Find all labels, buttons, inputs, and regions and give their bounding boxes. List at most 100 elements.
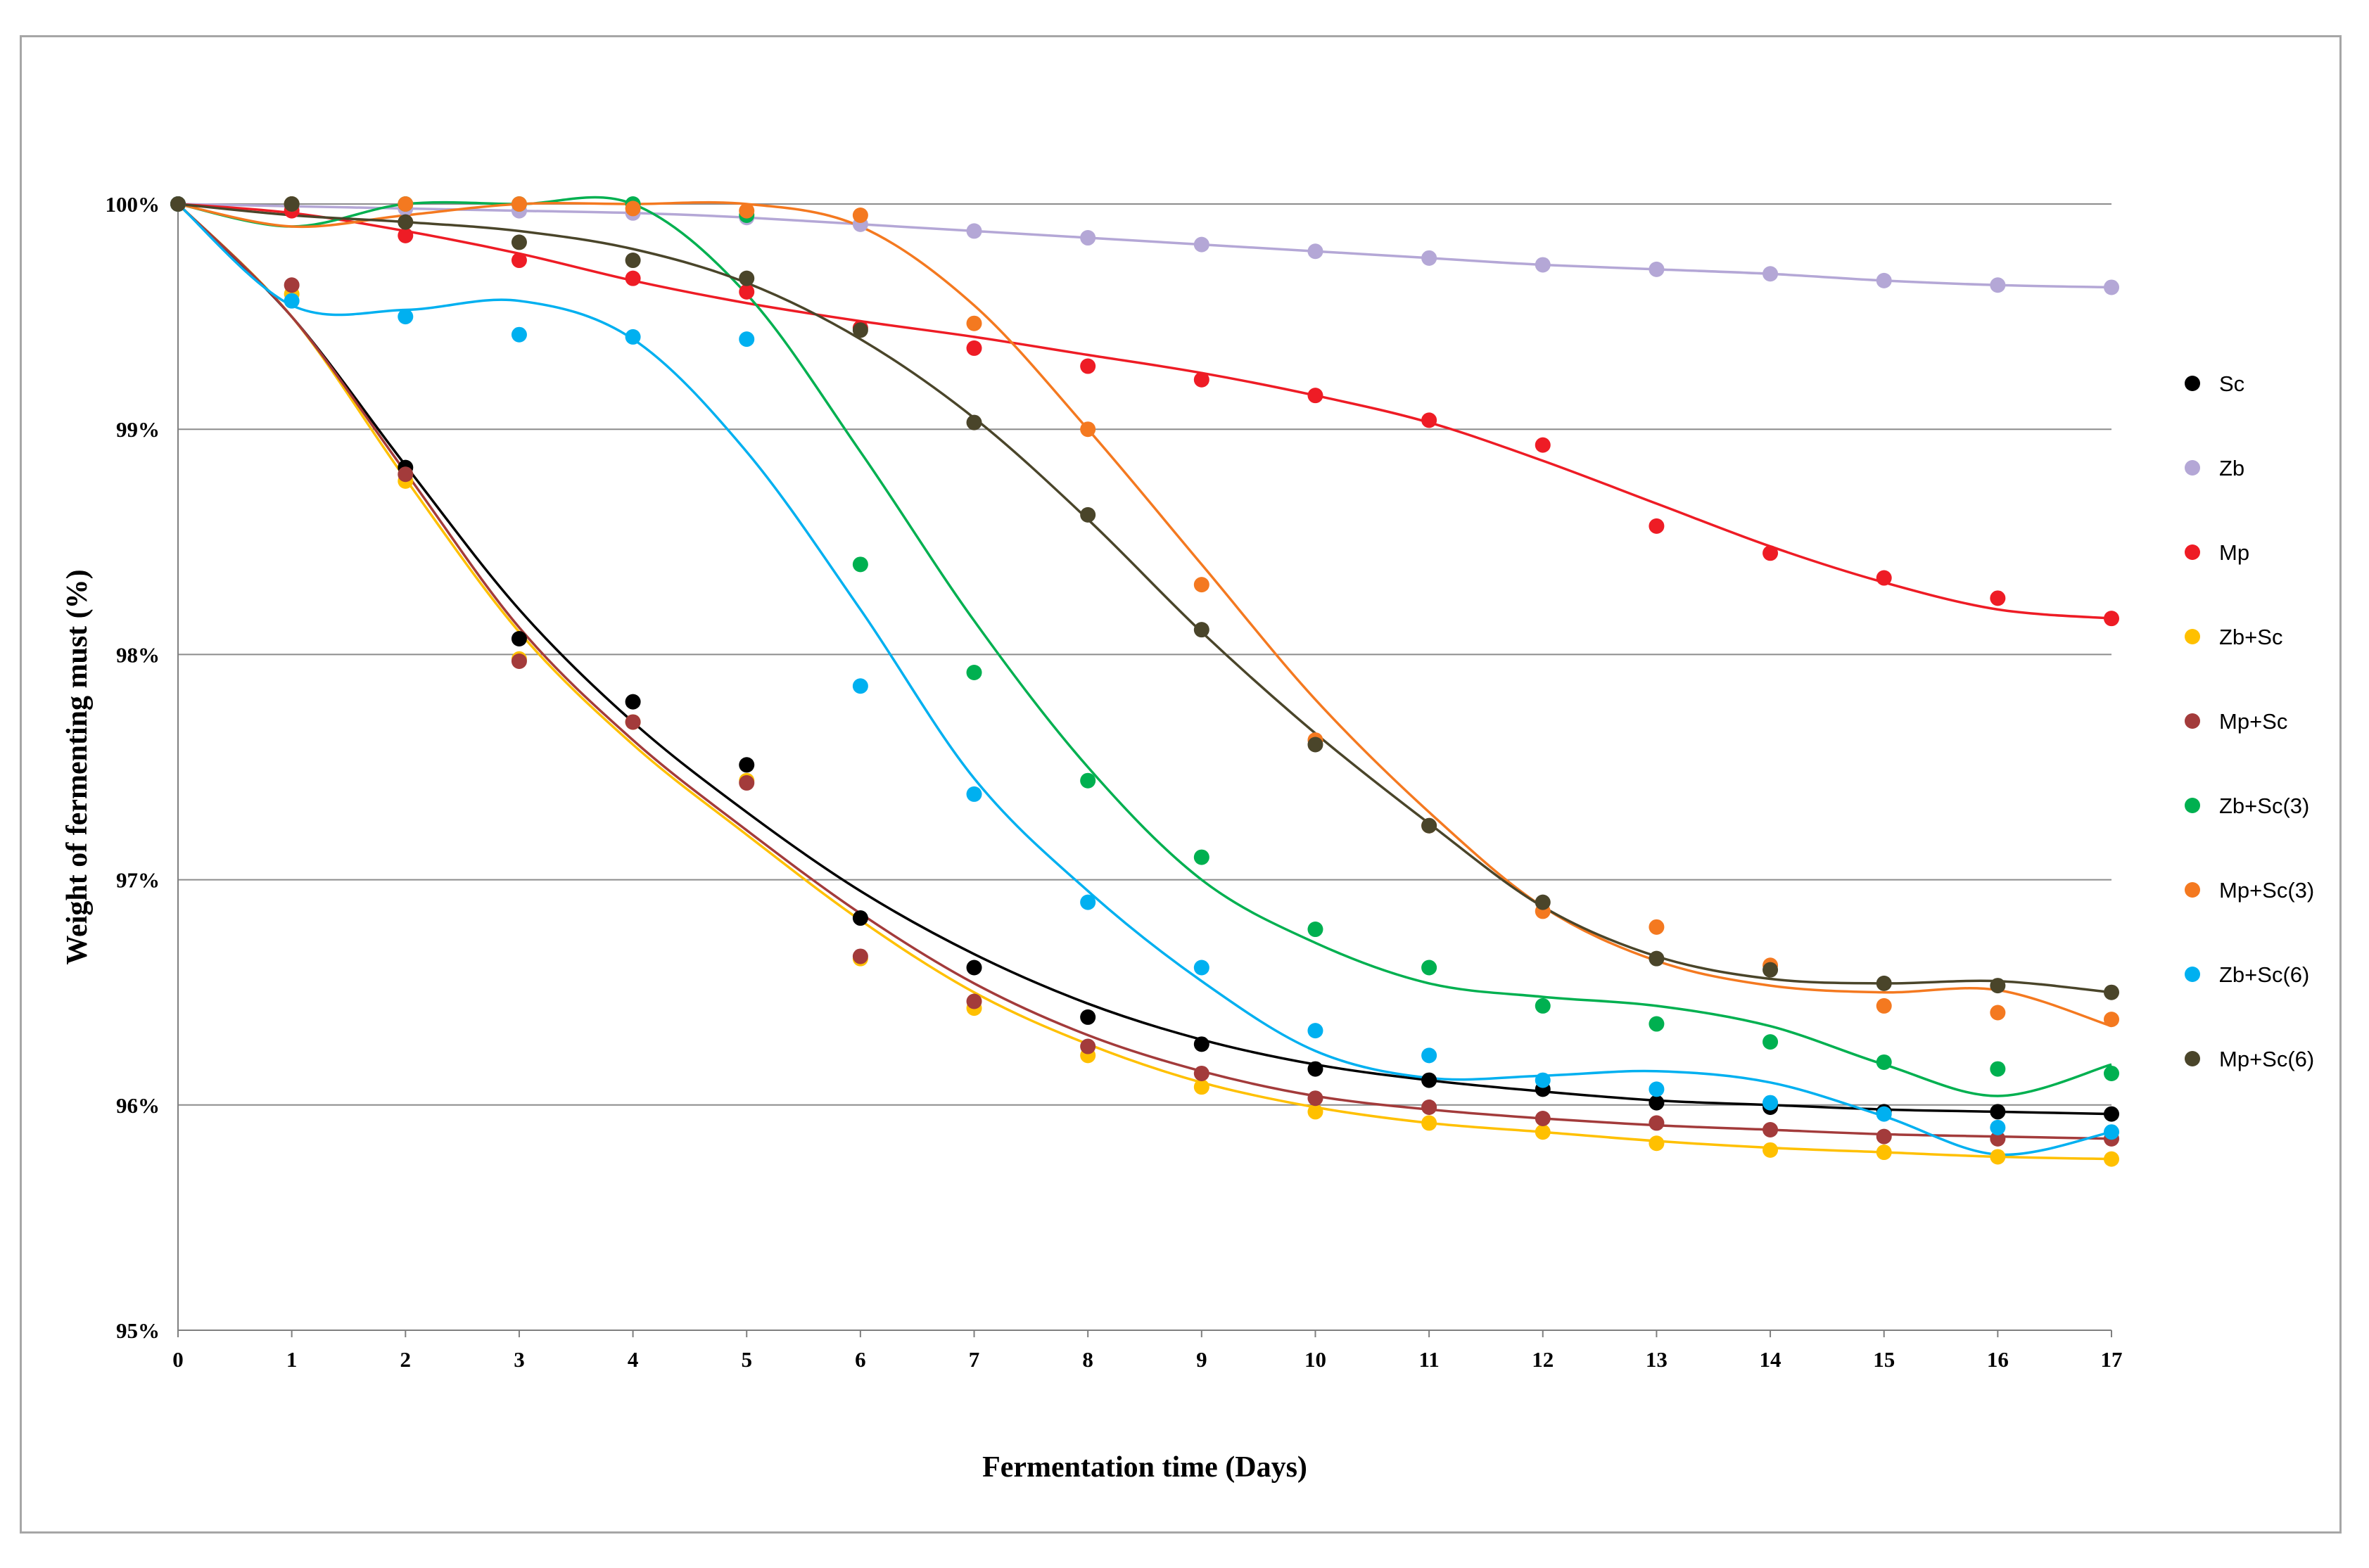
data-point [1990, 1130, 2006, 1147]
data-point [2104, 611, 2119, 627]
data-point [398, 214, 414, 230]
x-tick-label: 1 [286, 1347, 298, 1372]
data-point [1990, 978, 2006, 994]
x-tick-label: 0 [172, 1347, 184, 1372]
y-tick-label: 95% [116, 1318, 160, 1343]
data-point [1421, 960, 1437, 976]
legend-label: Mp+Sc(3) [2219, 878, 2314, 903]
data-point [852, 208, 868, 224]
x-tick-label: 11 [1418, 1347, 1439, 1372]
data-point [1649, 1095, 1665, 1111]
chart-svg: 95%96%97%98%99%100% 0 1 2 3 4 5 6 7 8 9 10 11 12 13 14… [61, 192, 2314, 1484]
legend-label: Zb+Sc [2219, 625, 2282, 649]
data-point [1535, 997, 1551, 1014]
legend-label: Mp [2219, 540, 2249, 565]
x-tick-label: 4 [628, 1347, 639, 1372]
trend-line-sc [177, 203, 2112, 1116]
data-point [1649, 1081, 1665, 1097]
x-tick-label: 13 [1646, 1347, 1668, 1372]
legend-label: Mp+Sc(6) [2219, 1047, 2314, 1071]
data-point [398, 196, 414, 212]
axes [177, 197, 2112, 1337]
data-point [1876, 1145, 1892, 1161]
x-tick-label: 14 [1760, 1347, 1781, 1372]
data-point [1876, 1054, 1892, 1070]
data-point [1649, 1115, 1665, 1131]
legend-label: Sc [2219, 371, 2244, 396]
data-point [852, 678, 868, 694]
data-point [2104, 1124, 2119, 1140]
trend-line-zb-sc-3 [177, 196, 2112, 1097]
legend-label: Zb+Sc(3) [2219, 793, 2309, 818]
data-point [1990, 1119, 2006, 1135]
data-point [1649, 919, 1665, 935]
y-tick-label: 99% [116, 417, 160, 442]
data-point [1763, 266, 1779, 282]
data-point [739, 283, 755, 300]
data-point [625, 253, 641, 269]
data-point [739, 757, 755, 773]
x-tick-label: 12 [1532, 1347, 1554, 1372]
data-point [2104, 1106, 2119, 1122]
grid-lines [178, 203, 2111, 1106]
data-point [1421, 1099, 1437, 1116]
data-point [398, 309, 414, 325]
data-point [1421, 1072, 1437, 1088]
data-point [1080, 1009, 1096, 1025]
data-point [1990, 277, 2006, 293]
y-tick-label: 97% [116, 868, 160, 893]
data-point [2104, 1151, 2119, 1167]
data-point [1535, 1072, 1551, 1088]
data-point [1193, 577, 1209, 593]
x-tick-label: 9 [1196, 1347, 1207, 1372]
data-point [1763, 545, 1779, 561]
legend: Sc Zb Mp Zb+Sc Mp+Sc Zb+Sc(3) Mp+Sc(3) Zb+Sc(6)… [2185, 371, 2314, 1071]
data-point [966, 960, 982, 976]
data-point [1193, 960, 1209, 976]
legend-label: Mp+Sc [2219, 709, 2287, 734]
data-point [284, 196, 300, 212]
data-point [852, 910, 868, 926]
data-point [966, 223, 982, 239]
legend-marker [2185, 1051, 2200, 1066]
x-tick-label: 3 [514, 1347, 525, 1372]
data-point [398, 227, 414, 243]
data-point [1990, 590, 2006, 606]
data-point [1990, 1061, 2006, 1077]
data-point [1193, 1065, 1209, 1081]
trend-line-mp-sc-6 [177, 203, 2112, 994]
data-point [966, 340, 982, 356]
data-point [1080, 230, 1096, 246]
data-point [739, 203, 755, 219]
data-point [511, 326, 527, 343]
data-point [1421, 1047, 1437, 1064]
trend-line-zb-sc [177, 203, 2112, 1161]
data-point [966, 665, 982, 681]
data-point [966, 414, 982, 431]
x-axis-title: Fermentation time (Days) [982, 1451, 1307, 1484]
data-point [852, 556, 868, 573]
data-point [625, 714, 641, 730]
data-point [511, 234, 527, 250]
data-point [625, 200, 641, 217]
data-point [2104, 1065, 2119, 1081]
data-point [2104, 984, 2119, 1000]
data-point [2104, 279, 2119, 295]
data-point [966, 315, 982, 331]
legend-marker [2185, 376, 2200, 391]
data-point [398, 466, 414, 483]
trend-line-zb [177, 203, 2112, 289]
trend-line-mp-sc-3 [177, 200, 2112, 1028]
data-point [1763, 1142, 1779, 1158]
x-tick-label: 16 [1987, 1347, 2009, 1372]
data-point [1307, 1061, 1323, 1077]
legend-marker [2185, 882, 2200, 898]
legend-label: Zb [2219, 456, 2244, 480]
data-point [1990, 1005, 2006, 1021]
x-tick-label: 7 [969, 1347, 980, 1372]
x-tick-label: 15 [1873, 1347, 1895, 1372]
data-point [1080, 506, 1096, 523]
data-point [1080, 772, 1096, 789]
data-point [1307, 1090, 1323, 1107]
data-point [1307, 1023, 1323, 1039]
